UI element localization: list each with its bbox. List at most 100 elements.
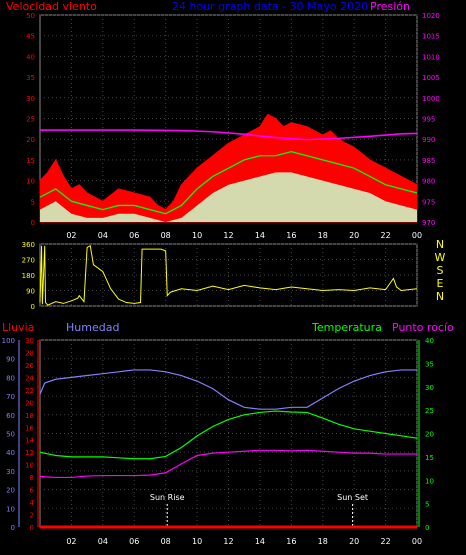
y-tick-direction: 180 [22,272,35,280]
temperature-humidity-panel: 0102030405060708090100024681012141618202… [2,337,434,546]
y-tick-wind: 35 [26,74,35,82]
y-tick-pressure: 980 [422,178,435,186]
dewpoint-label: Punto rocío [392,321,454,334]
y-tick-pressure: 985 [422,157,435,165]
x-tick: 12 [223,537,233,546]
y-tick-rain: 12 [25,449,34,457]
y-tick-rain: 30 [25,337,34,345]
y-tick-wind: 30 [26,95,35,103]
y-tick-rain: 20 [25,399,34,407]
x-tick: 08 [161,537,171,546]
y-tick-pressure: 970 [422,219,435,227]
x-tick: 06 [129,537,139,546]
y-tick-pressure: 990 [422,136,435,144]
x-tick: 20 [349,231,359,240]
y-tick-rain: 22 [25,387,34,395]
y-tick-temperature: 35 [425,360,434,368]
x-tick: 00 [412,231,422,240]
compass-label: N [436,238,444,251]
sun-annotation: Sun Set [337,493,368,502]
y-tick-pressure: 1015 [422,33,440,41]
x-tick: 00 [412,537,422,546]
y-tick-wind: 0 [31,219,35,227]
y-tick-wind: 50 [26,12,35,20]
y-tick-humidity: 0 [11,524,15,532]
x-tick: 02 [66,537,76,546]
wind-speed-label: Velocidad viento [6,0,97,13]
rain-label: Lluvia [2,321,34,334]
compass-label: E [437,277,444,290]
series-temp-line [39,449,417,479]
x-tick: 04 [98,537,108,546]
series-average-line [39,150,418,215]
y-tick-wind: 25 [26,116,35,124]
y-tick-humidity: 20 [6,487,15,495]
y-tick-rain: 6 [30,487,35,495]
x-tick: 14 [255,231,265,240]
x-tick: 18 [318,537,328,546]
y-tick-temperature: 20 [425,431,434,439]
x-tick: 02 [66,231,76,240]
y-tick-rain: 4 [30,499,35,507]
y-tick-temperature: 0 [425,524,429,532]
y-tick-wind: 5 [31,198,35,206]
y-tick-rain: 0 [30,524,34,532]
y-tick-pressure: 975 [422,198,435,206]
compass-label: W [435,251,446,264]
compass-label: N [436,290,444,303]
x-tick: 22 [380,231,390,240]
y-tick-wind: 45 [26,33,35,41]
series-min-area [40,172,417,222]
x-tick: 08 [161,231,171,240]
y-tick-temperature: 10 [425,477,434,485]
y-tick-wind: 40 [26,53,35,61]
x-tick: 04 [98,231,108,240]
y-tick-rain: 10 [25,462,34,470]
y-tick-humidity: 80 [6,374,15,382]
y-tick-pressure: 1000 [422,95,440,103]
y-tick-wind: 20 [26,136,35,144]
x-tick: 14 [255,537,265,546]
series-direction-line [39,244,418,306]
y-tick-pressure: 1010 [422,53,440,61]
y-tick-wind: 15 [26,157,35,165]
sun-annotation: Sun Rise [150,493,185,502]
y-tick-direction: 90 [26,288,35,296]
y-tick-rain: 24 [25,374,34,382]
series-pressure-line [40,129,418,141]
y-tick-rain: 2 [30,512,34,520]
y-tick-temperature: 15 [425,454,434,462]
y-tick-humidity: 50 [6,431,15,439]
x-tick: 22 [380,537,390,546]
y-tick-pressure: 1005 [422,74,440,82]
y-tick-rain: 26 [25,362,34,370]
pressure-label: Presión [370,0,410,13]
y-tick-direction: 360 [22,241,35,249]
x-tick: 16 [286,231,296,240]
y-tick-humidity: 60 [6,412,15,420]
x-tick: 20 [349,537,359,546]
x-tick: 12 [223,231,233,240]
x-tick: 16 [286,537,296,546]
y-tick-direction: 0 [31,303,35,311]
y-tick-temperature: 30 [425,384,434,392]
y-tick-temperature: 5 [425,501,429,509]
y-tick-rain: 28 [25,349,34,357]
x-tick: 10 [192,231,202,240]
temperature-label: Temperatura [311,321,382,334]
wind-pressure-panel: 0510152025303540455097097598098599099510… [26,12,440,240]
y-tick-humidity: 40 [6,449,15,457]
series-temp-line [39,410,418,460]
humidity-label: Humedad [66,321,119,334]
y-tick-temperature: 25 [425,407,434,415]
x-tick: 18 [318,231,328,240]
y-tick-temperature: 40 [425,337,434,345]
x-tick: 06 [129,231,139,240]
y-tick-rain: 18 [25,412,34,420]
y-tick-humidity: 100 [2,337,15,345]
y-tick-humidity: 30 [6,468,15,476]
x-tick: 10 [192,537,202,546]
chart-title: 24 hour graph data - 30 Mayo 2020 [172,0,368,13]
